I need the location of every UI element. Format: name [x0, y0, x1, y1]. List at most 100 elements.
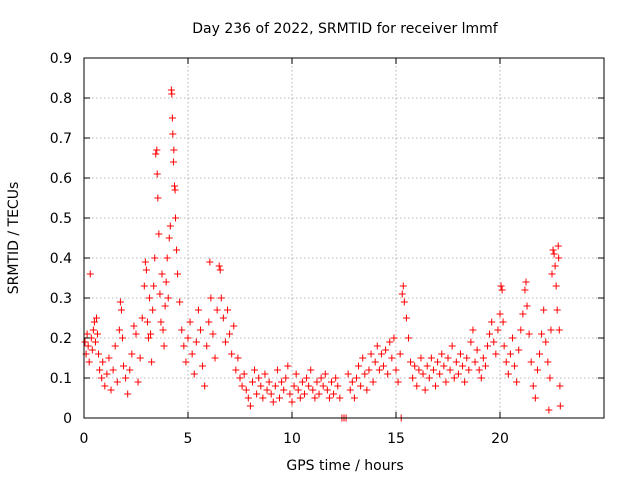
data-point [497, 282, 505, 290]
y-tick-label: 0.2 [50, 331, 72, 347]
data-point [328, 378, 336, 386]
data-point [130, 322, 138, 330]
data-point [152, 150, 160, 158]
data-point [454, 370, 462, 378]
data-point [382, 346, 390, 354]
data-point [236, 374, 244, 382]
y-tick-label: 0.3 [50, 291, 72, 307]
data-point [336, 394, 344, 402]
data-point [309, 386, 317, 394]
data-point [384, 370, 392, 378]
data-point [484, 342, 492, 350]
data-point [180, 342, 188, 350]
data-point [490, 338, 498, 346]
data-point [546, 374, 554, 382]
data-point [118, 334, 126, 342]
data-point [94, 330, 102, 338]
chart-title: Day 236 of 2022, SRMTID for receiver lmm… [192, 21, 499, 37]
data-point [273, 366, 281, 374]
data-point [91, 338, 99, 346]
data-point [116, 298, 124, 306]
data-point [459, 362, 467, 370]
data-point [496, 310, 504, 318]
data-point [346, 386, 354, 394]
data-point [377, 350, 385, 358]
data-point [498, 286, 506, 294]
data-point [103, 370, 111, 378]
data-point [357, 382, 365, 390]
data-point [375, 366, 383, 374]
data-point [296, 394, 304, 402]
data-point [307, 366, 315, 374]
data-point [477, 374, 485, 382]
data-point [427, 354, 435, 362]
data-point [452, 358, 460, 366]
data-point [98, 374, 106, 382]
data-point [213, 306, 221, 314]
data-point [286, 390, 294, 398]
data-point [442, 378, 450, 386]
data-point [471, 358, 479, 366]
data-point [89, 326, 97, 334]
data-point [411, 362, 419, 370]
data-point [203, 342, 211, 350]
data-point [288, 398, 296, 406]
data-point [107, 386, 115, 394]
data-point [332, 374, 340, 382]
data-point [517, 326, 525, 334]
y-tick-label: 0.1 [50, 371, 72, 387]
data-point [132, 330, 140, 338]
data-point [292, 370, 300, 378]
data-point [486, 330, 494, 338]
data-point [280, 386, 288, 394]
data-point [92, 314, 100, 322]
data-point [134, 378, 142, 386]
y-tick-label: 0.5 [50, 211, 72, 227]
data-point [173, 246, 181, 254]
data-points [81, 86, 564, 422]
plot-frame [83, 57, 605, 419]
data-point [259, 394, 267, 402]
data-point [153, 146, 161, 154]
data-point [511, 362, 519, 370]
data-point [190, 370, 198, 378]
data-point [120, 362, 128, 370]
data-point [392, 366, 400, 374]
data-point [506, 350, 514, 358]
data-point [149, 306, 157, 314]
data-point [413, 382, 421, 390]
data-point [323, 386, 331, 394]
data-point [473, 346, 481, 354]
data-point [194, 306, 202, 314]
data-point [556, 382, 564, 390]
data-point [99, 358, 107, 366]
data-point [409, 374, 417, 382]
data-point [444, 354, 452, 362]
data-point [551, 262, 559, 270]
data-point [246, 402, 254, 410]
data-point [465, 366, 473, 374]
data-point [432, 382, 440, 390]
data-point [330, 390, 338, 398]
data-point [348, 378, 356, 386]
data-point [184, 334, 192, 342]
data-point [206, 258, 214, 266]
data-point [105, 354, 113, 362]
data-point [176, 298, 184, 306]
data-point [544, 358, 552, 366]
data-point [417, 354, 425, 362]
data-point [429, 366, 437, 374]
data-point [529, 382, 537, 390]
data-point [164, 294, 172, 302]
data-point [168, 114, 176, 122]
data-point [215, 262, 223, 270]
data-point [298, 378, 306, 386]
data-point [162, 278, 170, 286]
data-point [169, 130, 177, 138]
data-point [547, 326, 555, 334]
data-point [166, 222, 174, 230]
data-point [388, 354, 396, 362]
data-point [265, 378, 273, 386]
data-point [230, 322, 238, 330]
x-tick-label: 5 [184, 431, 193, 447]
